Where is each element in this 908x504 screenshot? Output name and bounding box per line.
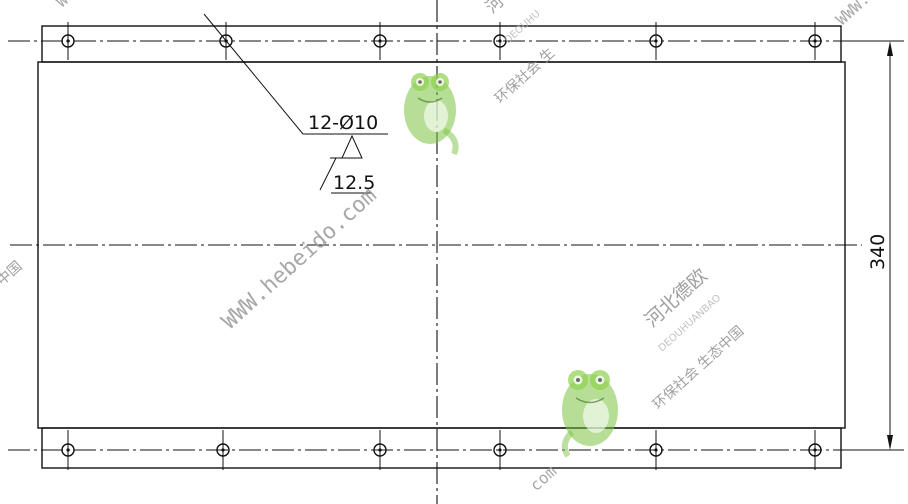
top-holes	[61, 22, 822, 60]
bolt-hole	[808, 430, 822, 470]
slogan-watermark: 环保社会 生态中国	[650, 323, 747, 413]
bolt-hole	[493, 430, 507, 470]
height-dimension: 340	[846, 40, 904, 451]
bolt-hole	[493, 22, 507, 60]
bolt-hole	[649, 430, 663, 470]
bottom-holes	[61, 430, 822, 470]
bottom-flange	[41, 427, 842, 469]
frog-mascot-icon	[561, 370, 618, 458]
roughness-symbol: 12.5	[319, 134, 375, 194]
brand-watermark-top-fragment: 河	[482, 0, 508, 18]
bolt-hole	[649, 22, 663, 60]
bolt-hole	[216, 430, 230, 470]
frog-mascot-icon	[404, 73, 459, 156]
bolt-hole	[61, 430, 75, 470]
url-watermark: WWW.hebeido.com	[217, 183, 381, 335]
bolt-hole	[373, 22, 387, 60]
roughness-leader	[319, 157, 337, 191]
holes-label: 12-Ø10	[308, 112, 378, 134]
bolt-hole	[373, 430, 387, 470]
url-watermark-top-left: WWW.	[52, 0, 93, 11]
bolt-hole	[61, 22, 75, 60]
roughness-label: 12.5	[333, 172, 375, 194]
slogan-watermark-left-fragment: 中国	[0, 258, 25, 289]
hole-callout: 12-Ø10	[203, 13, 388, 135]
brand-watermark-cn: 河北德欧	[641, 265, 712, 332]
slogan-watermark-top: 环保社会 生	[492, 45, 558, 107]
top-flange	[41, 25, 842, 63]
url-watermark-top-right: WWW.	[832, 0, 873, 29]
bolt-hole	[808, 22, 822, 60]
roughness-triangle	[341, 134, 363, 159]
leader-line	[203, 13, 304, 135]
arrow-bottom	[887, 435, 893, 450]
url-watermark-bottom: com	[526, 462, 560, 495]
height-label: 340	[867, 234, 889, 270]
arrow-top	[887, 41, 893, 56]
